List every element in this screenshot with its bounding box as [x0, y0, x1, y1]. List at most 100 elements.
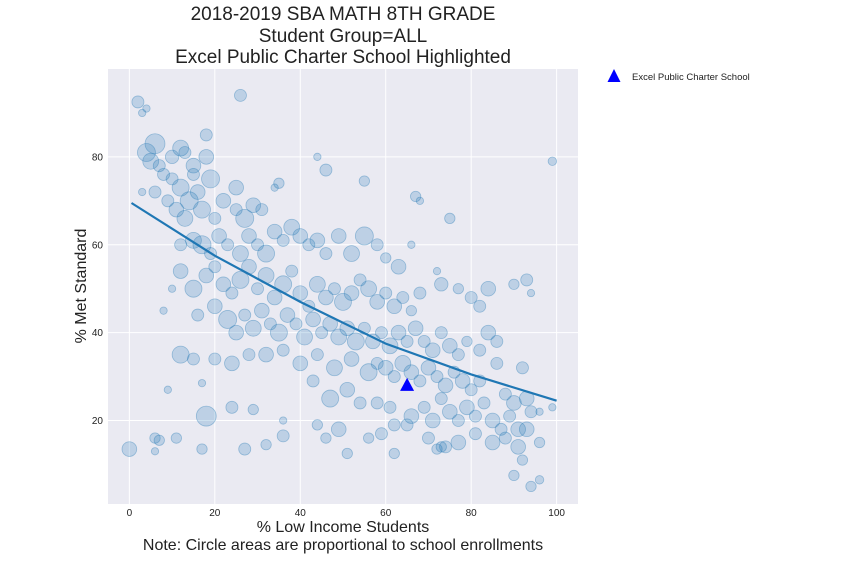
school-bubble	[407, 320, 424, 337]
school-bubble	[330, 421, 347, 438]
chart-note: Note: Circle areas are proportional to s…	[143, 537, 543, 554]
school-bubble	[490, 335, 504, 348]
school-bubble	[228, 179, 244, 196]
school-bubble	[225, 400, 239, 414]
school-bubble	[244, 319, 262, 337]
school-bubble	[410, 190, 422, 203]
school-bubble	[353, 273, 367, 287]
school-bubble	[503, 409, 517, 423]
school-bubble	[319, 163, 333, 177]
school-bubble	[270, 183, 279, 192]
school-bubble	[309, 275, 326, 293]
school-bubble	[480, 324, 497, 341]
school-bubble	[387, 418, 401, 432]
school-bubble	[207, 298, 223, 315]
school-bubble	[306, 374, 320, 388]
school-bubble	[179, 191, 199, 211]
school-bubble	[375, 326, 388, 340]
school-bubble	[498, 387, 512, 401]
school-bubble	[225, 286, 239, 300]
school-bubble	[283, 218, 301, 236]
highlight-layer	[400, 377, 415, 391]
school-bubble	[363, 432, 375, 444]
school-bubble	[198, 267, 215, 284]
school-bubble	[326, 359, 343, 377]
school-bubble	[292, 355, 309, 372]
school-bubble	[266, 223, 283, 240]
school-bubble	[341, 447, 353, 460]
school-bubble	[137, 143, 156, 162]
school-bubble	[321, 389, 340, 408]
x-tick-label: 40	[295, 508, 307, 519]
school-bubble	[375, 427, 388, 441]
school-bubble	[247, 403, 259, 416]
legend-label: Excel Public Charter School	[632, 72, 750, 83]
school-bubble	[413, 374, 427, 388]
trend-layer	[130, 202, 557, 402]
school-bubble	[346, 332, 365, 351]
school-bubble	[168, 201, 185, 218]
school-bubble	[524, 405, 538, 419]
school-bubble	[187, 352, 200, 366]
school-bubble	[289, 317, 303, 331]
school-bubble	[442, 403, 458, 420]
school-bubble	[273, 177, 285, 189]
chart-title-line-3: Excel Public Charter School Highlighted	[175, 47, 511, 68]
school-bubble	[201, 169, 220, 189]
school-bubble	[251, 282, 264, 296]
school-bubble	[473, 299, 487, 313]
school-bubble	[388, 447, 400, 460]
highlight-triangle-icon	[400, 377, 415, 391]
school-bubble	[276, 343, 290, 357]
legend-triangle-icon	[607, 69, 621, 82]
school-bubble	[437, 377, 454, 394]
school-bubble	[310, 348, 324, 362]
school-bubble	[309, 232, 326, 249]
school-bubble	[370, 238, 384, 252]
school-bubble	[431, 443, 443, 455]
chart-title-line-1: 2018-2019 SBA MATH 8TH GRADE	[191, 4, 496, 25]
school-bubble	[510, 439, 526, 455]
x-tick-label: 100	[548, 508, 565, 519]
school-bubble	[153, 434, 165, 446]
school-bubble	[235, 208, 255, 228]
school-bubble	[198, 149, 215, 165]
school-bubble	[358, 175, 370, 187]
school-bubble	[547, 156, 558, 166]
school-bubble	[184, 279, 203, 298]
school-bubble	[164, 149, 180, 165]
school-bubble	[403, 364, 420, 380]
school-bubble	[170, 432, 182, 444]
school-bubble	[484, 434, 501, 451]
school-bubble	[270, 323, 288, 342]
school-bubble	[279, 416, 288, 425]
school-bubble	[292, 228, 309, 244]
school-bubble	[172, 139, 189, 157]
school-bubble	[276, 233, 290, 247]
school-bubble	[163, 385, 172, 394]
school-bubble	[442, 338, 458, 354]
school-bubble	[520, 273, 534, 287]
school-bubble	[359, 363, 378, 382]
school-bubble	[197, 379, 207, 388]
x-tick-label: 80	[466, 508, 478, 519]
school-bubble	[172, 263, 189, 279]
school-bubble	[525, 480, 537, 493]
school-bubble	[390, 258, 407, 275]
school-bubble	[208, 211, 222, 225]
school-bubble	[396, 291, 410, 304]
school-bubble	[229, 203, 243, 217]
school-bubble	[199, 128, 213, 142]
school-bubble	[195, 405, 217, 427]
school-bubble	[320, 432, 332, 444]
school-bubble	[451, 414, 465, 427]
school-bubble	[435, 441, 447, 453]
school-bubble	[369, 294, 385, 310]
school-bubble	[387, 370, 401, 383]
school-bubble	[305, 311, 321, 328]
school-bubble	[218, 310, 238, 329]
plot-background	[108, 69, 578, 504]
school-bubble	[415, 196, 424, 205]
